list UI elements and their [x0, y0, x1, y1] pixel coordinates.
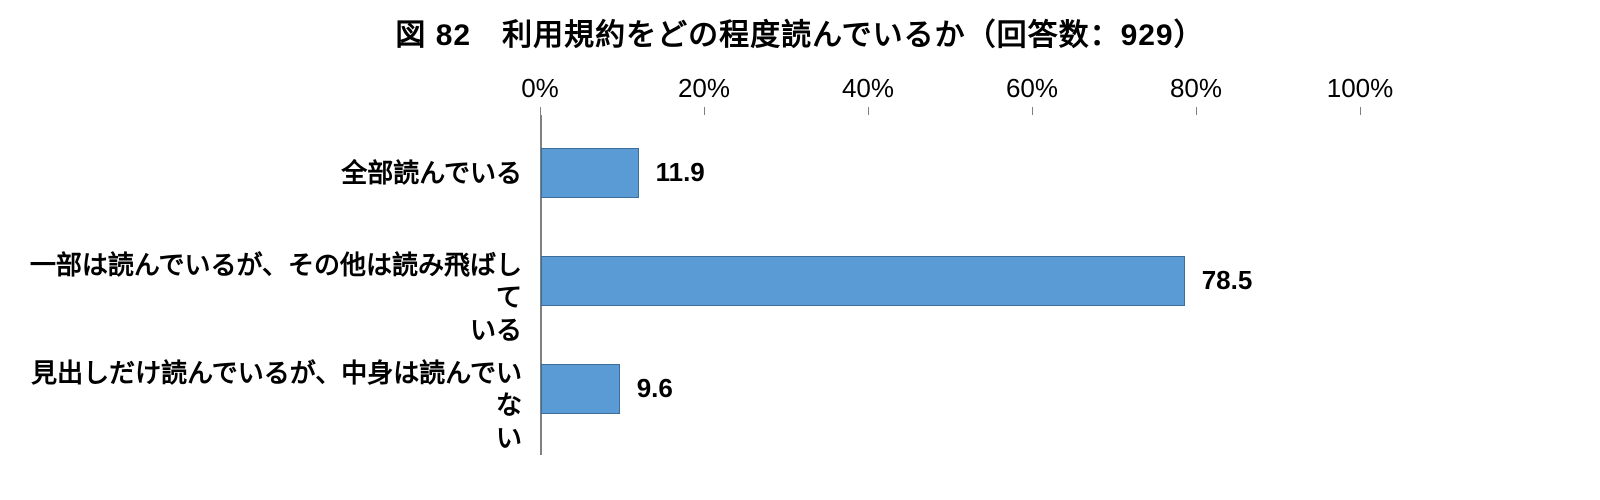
bar — [541, 256, 1185, 306]
x-tick-mark — [1196, 107, 1197, 115]
x-tick-mark — [540, 107, 541, 115]
category-label: 全部読んでいる — [22, 157, 522, 190]
chart-container: 図 82 利用規約をどの程度読んでいるか（回答数：929） 0%20%40%60… — [0, 0, 1600, 500]
category-label: 一部は読んでいるが、その他は読み飛ばしている — [22, 249, 522, 347]
x-tick-mark — [1360, 107, 1361, 115]
category-label: 見出しだけ読んでいるが、中身は読んでいない — [22, 357, 522, 455]
value-label: 9.6 — [637, 373, 673, 404]
x-tick-label: 60% — [1006, 73, 1058, 104]
x-tick-label: 20% — [678, 73, 730, 104]
x-tick-mark — [704, 107, 705, 115]
value-label: 78.5 — [1202, 265, 1253, 296]
bar — [541, 148, 639, 198]
x-tick-label: 80% — [1170, 73, 1222, 104]
x-tick-mark — [1032, 107, 1033, 115]
value-label: 11.9 — [656, 157, 705, 188]
x-tick-label: 40% — [842, 73, 894, 104]
x-tick-mark — [868, 107, 869, 115]
plot-area: 0%20%40%60%80%100%11.9全部読んでいる78.5一部は読んでい… — [540, 115, 1360, 455]
chart-title: 図 82 利用規約をどの程度読んでいるか（回答数：929） — [0, 10, 1600, 54]
x-tick-label: 100% — [1327, 73, 1394, 104]
bar — [541, 364, 620, 414]
x-tick-label: 0% — [521, 73, 559, 104]
